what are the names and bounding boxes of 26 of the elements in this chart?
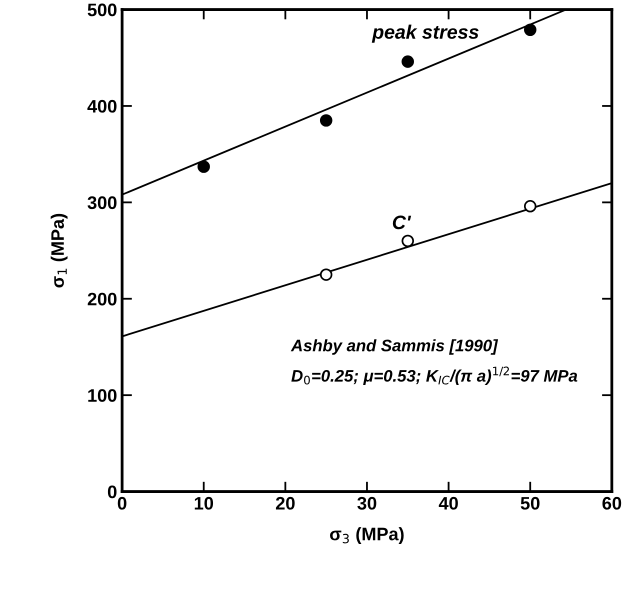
y-tick-label: 300 <box>88 196 117 210</box>
y-tick-label: 100 <box>88 389 117 402</box>
x-tick-label: 0 <box>118 496 126 510</box>
point <box>524 24 536 36</box>
x-axis-title: σ$_{3}$ (MPa) <box>330 527 404 544</box>
x-tick-label: 10 <box>194 496 214 510</box>
y-axis-title: σ$_{1}$ (MPa) <box>50 214 68 288</box>
x-tick-label: 40 <box>438 496 458 510</box>
x-tick-label: 60 <box>602 496 622 510</box>
annotation: D$_{0}$=0.25; μ=0.53; K$_{IC}$/(π a)$^{1/2}$=97 MPa <box>291 366 578 386</box>
point <box>320 268 332 281</box>
x-tick-label: 20 <box>276 496 295 510</box>
point <box>198 160 210 173</box>
annotation: Ashby and Sammis [1990] <box>290 339 498 355</box>
y-tick-label: 0 <box>108 485 117 498</box>
annotation: C' <box>392 216 412 230</box>
point <box>402 234 414 248</box>
y-tick-label: 500 <box>88 4 117 16</box>
x-tick-label: 50 <box>520 496 540 510</box>
point <box>402 55 414 68</box>
annotation: peak stress <box>372 24 479 43</box>
point <box>524 200 536 212</box>
x-tick-label: 30 <box>357 496 376 510</box>
point <box>320 114 332 127</box>
y-tick-label: 400 <box>87 100 117 113</box>
y-tick-label: 200 <box>88 292 117 306</box>
